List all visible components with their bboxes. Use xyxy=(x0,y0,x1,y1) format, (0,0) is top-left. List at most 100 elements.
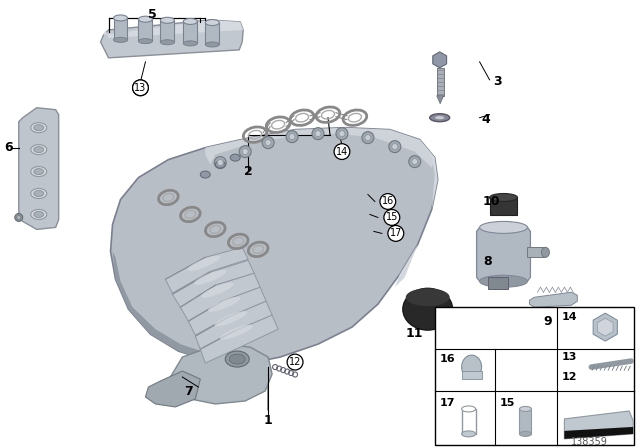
Text: 13: 13 xyxy=(134,83,147,93)
Circle shape xyxy=(412,159,418,164)
Text: 17: 17 xyxy=(390,228,402,238)
Ellipse shape xyxy=(31,189,47,198)
Text: 17: 17 xyxy=(440,398,455,408)
Ellipse shape xyxy=(201,283,234,298)
Polygon shape xyxy=(104,20,243,38)
Bar xyxy=(527,247,545,257)
Text: 13: 13 xyxy=(561,352,577,362)
Circle shape xyxy=(265,140,271,146)
Polygon shape xyxy=(529,292,577,307)
Text: 15: 15 xyxy=(500,398,515,408)
Ellipse shape xyxy=(34,211,44,217)
Ellipse shape xyxy=(479,221,527,233)
Ellipse shape xyxy=(215,161,225,168)
Polygon shape xyxy=(200,315,278,363)
Text: 11: 11 xyxy=(406,327,424,340)
Ellipse shape xyxy=(461,406,476,412)
Ellipse shape xyxy=(194,270,227,285)
Ellipse shape xyxy=(205,20,220,26)
Ellipse shape xyxy=(200,171,211,178)
Text: 12: 12 xyxy=(561,372,577,382)
Ellipse shape xyxy=(461,431,476,437)
Ellipse shape xyxy=(183,18,197,25)
Text: 13: 13 xyxy=(134,83,147,93)
Bar xyxy=(520,409,531,434)
Polygon shape xyxy=(111,128,438,364)
Polygon shape xyxy=(145,371,200,407)
Ellipse shape xyxy=(541,247,549,257)
Ellipse shape xyxy=(220,325,252,340)
Bar xyxy=(461,371,481,379)
Text: 12: 12 xyxy=(289,357,301,367)
Circle shape xyxy=(289,134,295,140)
Ellipse shape xyxy=(113,15,127,21)
Circle shape xyxy=(286,131,298,142)
Circle shape xyxy=(242,149,248,155)
Text: 14: 14 xyxy=(561,312,577,322)
Ellipse shape xyxy=(205,42,220,47)
Ellipse shape xyxy=(520,406,531,411)
Polygon shape xyxy=(19,108,59,229)
Bar xyxy=(113,18,127,40)
Bar xyxy=(488,277,508,289)
Circle shape xyxy=(362,132,374,144)
Circle shape xyxy=(389,141,401,153)
Circle shape xyxy=(262,137,274,149)
Text: 8: 8 xyxy=(483,255,492,268)
Ellipse shape xyxy=(403,288,452,330)
Ellipse shape xyxy=(31,123,47,133)
Ellipse shape xyxy=(230,154,240,161)
Circle shape xyxy=(312,128,324,140)
Ellipse shape xyxy=(34,190,44,197)
Ellipse shape xyxy=(479,275,527,287)
Polygon shape xyxy=(188,287,266,335)
Ellipse shape xyxy=(225,351,249,367)
Ellipse shape xyxy=(34,146,44,153)
Text: 16: 16 xyxy=(381,197,394,207)
Ellipse shape xyxy=(490,194,518,202)
Bar xyxy=(138,19,152,41)
Ellipse shape xyxy=(161,17,174,23)
Circle shape xyxy=(315,131,321,137)
Polygon shape xyxy=(564,427,633,439)
Circle shape xyxy=(217,159,223,166)
Text: 15: 15 xyxy=(386,212,398,223)
Circle shape xyxy=(214,157,227,168)
Text: 10: 10 xyxy=(483,195,500,208)
Text: 6: 6 xyxy=(4,141,13,154)
Ellipse shape xyxy=(461,355,481,379)
Bar xyxy=(436,68,444,96)
Ellipse shape xyxy=(31,210,47,220)
Circle shape xyxy=(392,144,398,150)
Circle shape xyxy=(339,131,345,137)
Circle shape xyxy=(365,135,371,141)
Polygon shape xyxy=(436,96,444,104)
Text: 7: 7 xyxy=(184,385,193,398)
Text: 14: 14 xyxy=(336,146,348,157)
Ellipse shape xyxy=(138,16,152,22)
Ellipse shape xyxy=(34,125,44,131)
Circle shape xyxy=(15,213,23,221)
Bar xyxy=(161,20,174,42)
Circle shape xyxy=(409,155,420,168)
Polygon shape xyxy=(100,20,243,58)
Ellipse shape xyxy=(31,145,47,155)
Polygon shape xyxy=(172,260,254,307)
Circle shape xyxy=(239,146,251,158)
Ellipse shape xyxy=(208,297,241,312)
Ellipse shape xyxy=(520,431,531,436)
Circle shape xyxy=(336,128,348,140)
Polygon shape xyxy=(395,140,438,287)
Polygon shape xyxy=(165,247,248,293)
Polygon shape xyxy=(477,228,531,281)
Ellipse shape xyxy=(31,167,47,177)
Polygon shape xyxy=(170,344,272,404)
Ellipse shape xyxy=(183,41,197,46)
Polygon shape xyxy=(205,128,435,168)
Ellipse shape xyxy=(435,116,445,120)
Text: 138359: 138359 xyxy=(571,437,608,447)
Ellipse shape xyxy=(429,114,450,122)
Text: 9: 9 xyxy=(543,314,552,327)
Bar xyxy=(183,22,197,43)
Text: 1: 1 xyxy=(264,414,273,427)
